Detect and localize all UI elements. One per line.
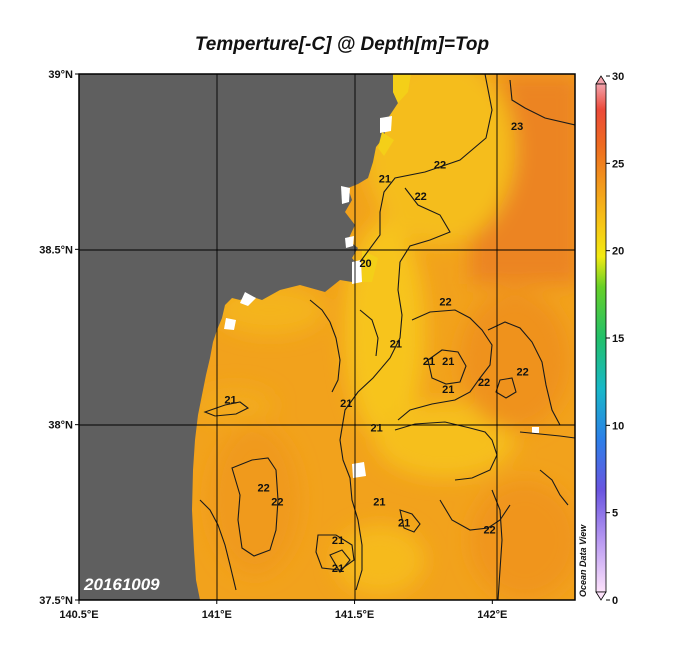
contour-label: 22 (517, 367, 529, 379)
colorbar-tick-label: 10 (612, 420, 624, 432)
colorbar-top-arrow (595, 75, 607, 85)
contour-label: 22 (483, 524, 495, 536)
contour-label: 22 (415, 191, 427, 203)
contour-label: 21 (390, 339, 402, 351)
colorbar-tick-label: 20 (612, 246, 624, 258)
contour-label: 21 (442, 384, 454, 396)
colorbar-tick-label: 15 (612, 333, 624, 345)
colorbar-ticks: 30 25 20 15 10 5 0 (606, 71, 624, 607)
contour-label: 21 (332, 563, 344, 575)
contour-label: 21 (370, 423, 382, 435)
contour-label: 21 (332, 535, 344, 547)
colorbar-tick-label: 30 (612, 71, 624, 83)
land-mass (79, 74, 398, 600)
contour-label: 21 (442, 356, 454, 368)
longitude-axis: 140.5°E 141°E 141.5°E 142°E (59, 600, 507, 621)
colorbar-tick-label: 5 (612, 508, 618, 520)
date-label: 20161009 (83, 575, 160, 594)
coastal-yellow (362, 74, 411, 282)
contour-label: 22 (257, 482, 269, 494)
lat-tick-label: 38.5°N (39, 244, 73, 256)
contour-label: 22 (478, 377, 490, 389)
colorbar-bottom-arrow (595, 591, 607, 601)
latitude-axis: 39°N 38.5°N 38°N 37.5°N (39, 69, 79, 607)
contour-label: 20 (359, 258, 371, 270)
no-data-spots (224, 116, 539, 478)
lon-tick-label: 142°E (477, 609, 507, 621)
map-title: Temperture[-C] @ Depth[m]=Top (194, 34, 490, 55)
lat-tick-label: 38°N (48, 420, 73, 432)
contour-label: 22 (439, 296, 451, 308)
contour-label: 21 (379, 174, 391, 186)
colorbar-gradient (595, 83, 607, 593)
colorbar-tick-label: 25 (612, 158, 624, 170)
contour-label: 21 (224, 395, 236, 407)
contour-label: 21 (423, 356, 435, 368)
graticule (79, 74, 575, 600)
lon-tick-label: 140.5°E (59, 609, 98, 621)
contour-label: 21 (340, 398, 352, 410)
colorbar: 30 25 20 15 10 5 0 (595, 71, 624, 607)
colorbar-tick-label: 0 (612, 595, 618, 607)
contour-label: 22 (434, 160, 446, 172)
contour-label: 21 (398, 517, 410, 529)
contour-label: 23 (511, 121, 523, 133)
contour-label: 22 (271, 496, 283, 508)
contour-label: 21 (373, 496, 385, 508)
lon-tick-label: 141.5°E (335, 609, 374, 621)
map-frame (78, 73, 576, 601)
lon-tick-label: 141°E (202, 609, 232, 621)
lat-tick-label: 37.5°N (39, 595, 73, 607)
watermark: Ocean Data View (578, 524, 588, 597)
lat-tick-label: 39°N (48, 69, 73, 81)
